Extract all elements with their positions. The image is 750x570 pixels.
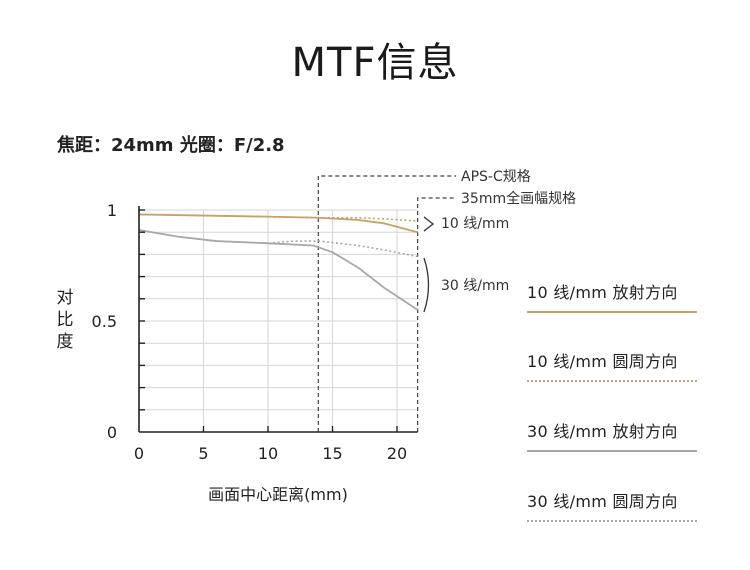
legend-label: 30 线/mm 圆周方向 — [527, 492, 678, 511]
legend-swatch — [527, 380, 697, 382]
annotation-30lines: 30 线/mm — [441, 278, 509, 294]
legend-label: 30 线/mm 放射方向 — [527, 422, 678, 441]
chart-grid — [139, 209, 418, 432]
series-line-1 — [138, 213, 418, 222]
x-tick-label: 0 — [134, 444, 144, 463]
legend-label: 10 线/mm 放射方向 — [527, 283, 678, 302]
series-line-2 — [138, 229, 419, 311]
legend-item-3: 30 线/mm 圆周方向 — [527, 488, 697, 522]
annotation-apsc: APS-C规格 — [461, 169, 531, 185]
legend-swatch — [527, 450, 697, 452]
x-axis-label: 画面中心距离(mm) — [208, 485, 348, 504]
reference-line-apsc — [317, 175, 456, 432]
chart-series — [138, 213, 419, 311]
page-title: MTF信息 — [291, 40, 459, 86]
y-tick-label: 1 — [107, 201, 117, 220]
series-line-0 — [138, 213, 418, 234]
x-tick-label: 15 — [322, 444, 342, 463]
bracket-30lines — [423, 257, 430, 313]
x-tick-label: 20 — [387, 444, 407, 463]
y-axis-label: 对比度 — [56, 288, 74, 352]
legend-label: 10 线/mm 圆周方向 — [527, 352, 678, 371]
legend-swatch — [527, 311, 697, 313]
y-tick-label: 0.5 — [92, 312, 117, 331]
reference-line-fullframe — [417, 197, 456, 432]
bracket-10lines — [423, 216, 435, 232]
legend-item-1: 10 线/mm 圆周方向 — [527, 348, 697, 382]
reference-lines — [317, 175, 456, 432]
chart-axes — [138, 206, 418, 433]
annotation-fullframe: 35mm全画幅规格 — [461, 190, 576, 207]
annotation-10lines: 10 线/mm — [441, 216, 509, 232]
legend-swatch — [527, 520, 697, 522]
lens-spec-subtitle: 焦距：24mm 光圈：F/2.8 — [57, 135, 285, 156]
chart-ticks: 0 5 10 15 20 0 0.5 1 — [92, 201, 408, 463]
y-tick-label: 0 — [107, 423, 117, 442]
legend-item-2: 30 线/mm 放射方向 — [527, 418, 697, 452]
x-tick-label: 5 — [198, 444, 208, 463]
x-tick-label: 10 — [258, 444, 278, 463]
legend-item-0: 10 线/mm 放射方向 — [527, 279, 697, 313]
